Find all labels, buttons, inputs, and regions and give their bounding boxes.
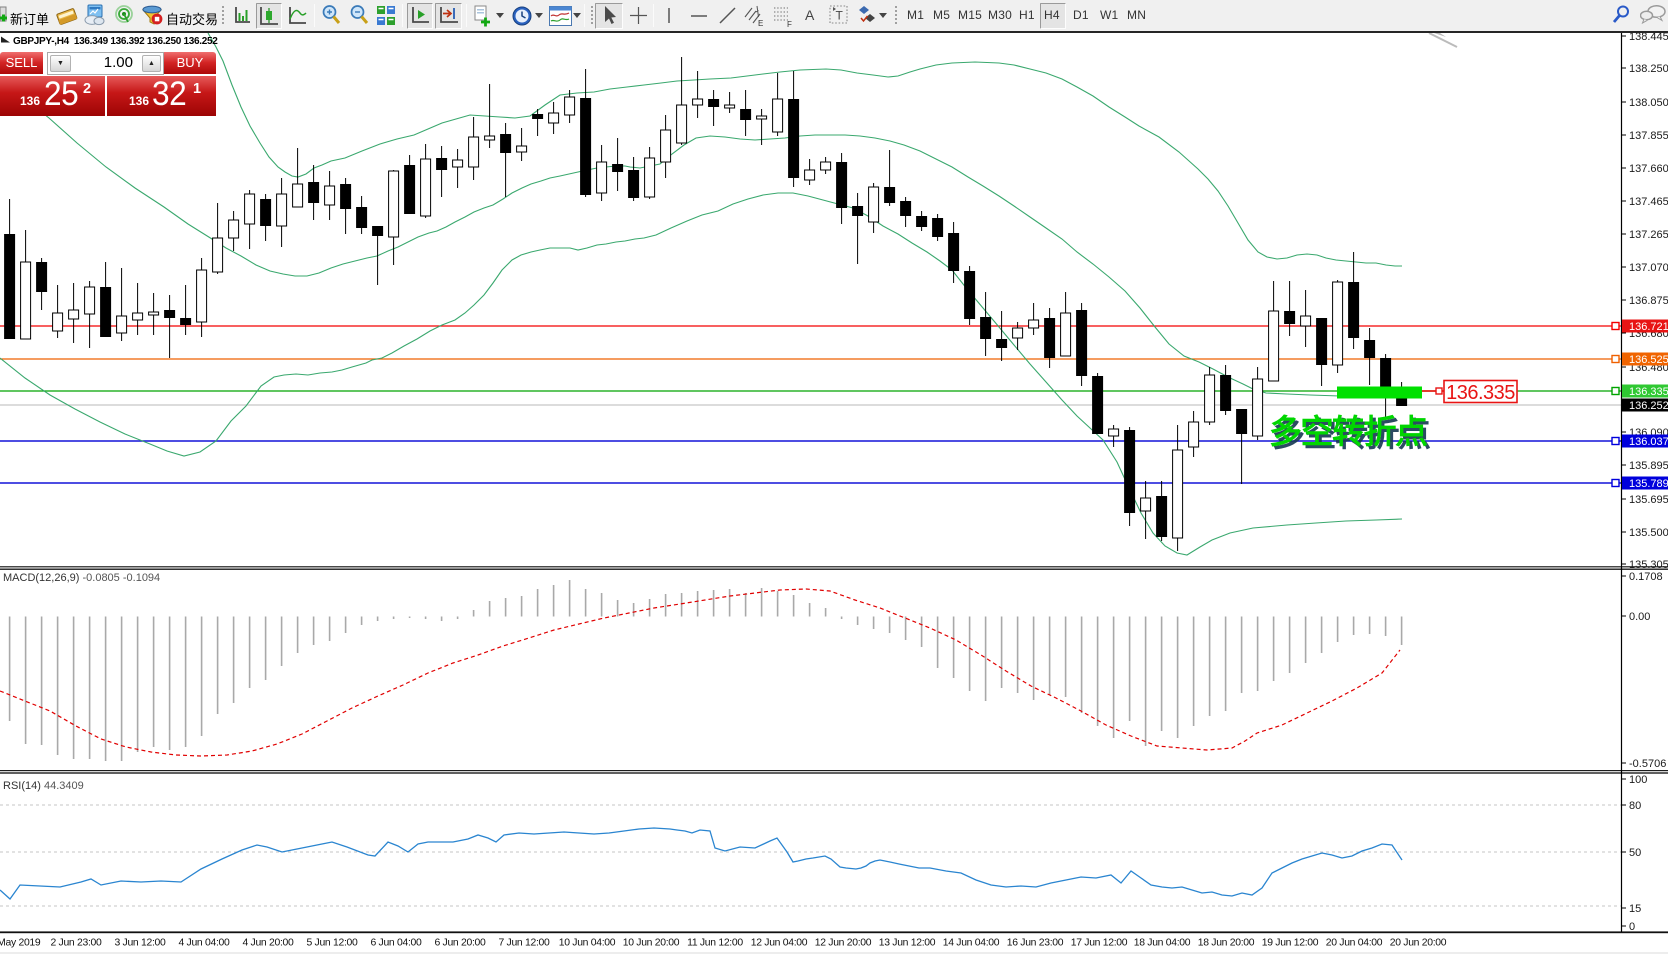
svg-text:RSI(14) 44.3409: RSI(14) 44.3409 — [3, 780, 84, 792]
svg-text:136.335: 136.335 — [1446, 382, 1515, 404]
svg-text:137.855: 137.855 — [1629, 130, 1668, 142]
svg-text:18 Jun 04:00: 18 Jun 04:00 — [1134, 938, 1191, 949]
svg-text:0.1708: 0.1708 — [1629, 571, 1663, 583]
svg-text:136.721: 136.721 — [1629, 321, 1668, 333]
svg-text:19 Jun 12:00: 19 Jun 12:00 — [1262, 938, 1319, 949]
svg-text:4 Jun 04:00: 4 Jun 04:00 — [178, 938, 230, 949]
svg-text:137.465: 137.465 — [1629, 196, 1668, 208]
svg-text:7 Jun 12:00: 7 Jun 12:00 — [498, 938, 550, 949]
svg-text:135.695: 135.695 — [1629, 494, 1668, 506]
svg-text:多空转折点: 多空转折点 — [1269, 413, 1428, 450]
svg-text:136.875: 136.875 — [1629, 295, 1668, 307]
svg-text:135.305: 135.305 — [1629, 559, 1668, 571]
svg-text:20 Jun 20:00: 20 Jun 20:00 — [1390, 938, 1447, 949]
svg-text:10 Jun 20:00: 10 Jun 20:00 — [623, 938, 680, 949]
svg-text:136.335: 136.335 — [1629, 386, 1668, 398]
svg-text:11 Jun 12:00: 11 Jun 12:00 — [687, 938, 743, 949]
svg-text:12 Jun 04:00: 12 Jun 04:00 — [751, 938, 808, 949]
svg-text:6 Jun 04:00: 6 Jun 04:00 — [370, 938, 422, 949]
svg-text:18 Jun 20:00: 18 Jun 20:00 — [1198, 938, 1255, 949]
svg-text:80: 80 — [1629, 800, 1641, 812]
svg-text:GBPJPY-,H4 136.349 136.392 13: GBPJPY-,H4 136.349 136.392 136.250 136.2… — [13, 36, 218, 47]
svg-text:138.445: 138.445 — [1629, 33, 1668, 43]
svg-text:10 Jun 04:00: 10 Jun 04:00 — [559, 938, 616, 949]
svg-text:136.252: 136.252 — [1629, 400, 1668, 412]
svg-text:2 Jun 23:00: 2 Jun 23:00 — [50, 938, 102, 949]
svg-text:13 Jun 12:00: 13 Jun 12:00 — [879, 938, 936, 949]
svg-text:F: F — [787, 20, 792, 29]
svg-text:T: T — [836, 9, 844, 23]
svg-text:15: 15 — [1629, 903, 1641, 915]
svg-text:20 Jun 04:00: 20 Jun 04:00 — [1326, 938, 1383, 949]
svg-text:MACD(12,26,9) -0.0805 -0.1094: MACD(12,26,9) -0.0805 -0.1094 — [3, 572, 160, 584]
svg-text:3 Jun 12:00: 3 Jun 12:00 — [114, 938, 166, 949]
svg-text:136.037: 136.037 — [1629, 436, 1668, 448]
svg-text:14 Jun 04:00: 14 Jun 04:00 — [943, 938, 1000, 949]
svg-text:100: 100 — [1629, 774, 1647, 786]
svg-text:0.00: 0.00 — [1629, 611, 1650, 623]
svg-text:6 Jun 20:00: 6 Jun 20:00 — [434, 938, 486, 949]
svg-text:16 Jun 23:00: 16 Jun 23:00 — [1007, 938, 1064, 949]
svg-text:137.660: 137.660 — [1629, 163, 1668, 175]
svg-text:137.265: 137.265 — [1629, 229, 1668, 241]
svg-text:136.525: 136.525 — [1629, 354, 1668, 366]
svg-text:138.250: 138.250 — [1629, 63, 1668, 75]
svg-text:12 Jun 20:00: 12 Jun 20:00 — [815, 938, 872, 949]
svg-text:135.895: 135.895 — [1629, 460, 1668, 472]
svg-text:138.050: 138.050 — [1629, 97, 1668, 109]
svg-text:17 Jun 12:00: 17 Jun 12:00 — [1071, 938, 1128, 949]
svg-text:E: E — [758, 19, 763, 28]
svg-text:4 Jun 20:00: 4 Jun 20:00 — [242, 938, 294, 949]
svg-text:137.070: 137.070 — [1629, 262, 1668, 274]
svg-text:-0.5706: -0.5706 — [1629, 758, 1666, 770]
svg-text:0: 0 — [1629, 921, 1635, 933]
svg-text:135.500: 135.500 — [1629, 527, 1668, 539]
svg-text:135.789: 135.789 — [1629, 478, 1668, 490]
svg-text:5 Jun 12:00: 5 Jun 12:00 — [306, 938, 358, 949]
svg-text:50: 50 — [1629, 847, 1641, 859]
svg-text:多空转折点: 多空转折点 — [1272, 416, 1431, 453]
svg-text:31 May 2019: 31 May 2019 — [0, 938, 41, 949]
